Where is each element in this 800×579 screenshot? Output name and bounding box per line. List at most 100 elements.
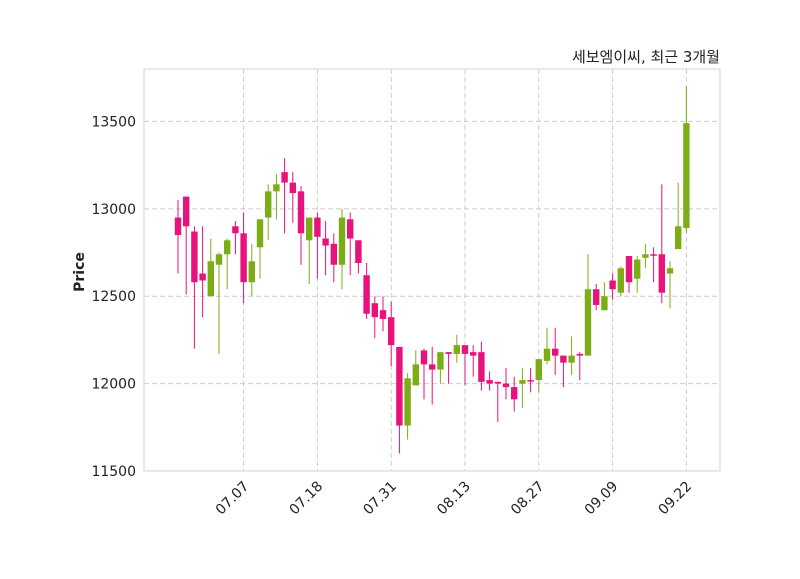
candle-body xyxy=(355,240,362,264)
candle-down xyxy=(609,273,616,300)
candle-body xyxy=(191,231,198,283)
candle-up xyxy=(248,243,255,297)
candle-body xyxy=(584,289,592,356)
candle-body xyxy=(535,359,542,381)
candle-body xyxy=(322,238,329,246)
candle-body xyxy=(388,317,395,346)
candle-body xyxy=(183,196,190,227)
candle-down xyxy=(191,226,198,349)
candle-up xyxy=(568,336,575,375)
candle-body xyxy=(338,217,346,265)
candle-body xyxy=(371,303,378,318)
candle-body xyxy=(265,191,272,218)
candle-down xyxy=(625,256,633,293)
y-axis-label: Price xyxy=(72,252,88,292)
candle-body xyxy=(601,296,608,311)
candle-up xyxy=(601,282,608,311)
x-tick-label: 07.18 xyxy=(287,479,327,519)
candle-body xyxy=(478,352,485,382)
candle-down xyxy=(560,355,567,388)
candle-body xyxy=(289,182,296,194)
candle-body xyxy=(281,172,288,183)
candle-up xyxy=(535,359,542,393)
candle-down xyxy=(511,376,518,412)
candle-down xyxy=(470,345,477,377)
x-tick-label: 09.22 xyxy=(656,479,696,519)
candle-body xyxy=(256,219,264,248)
candle-down xyxy=(527,367,534,393)
candle-up xyxy=(338,208,346,290)
candle-body xyxy=(658,254,665,293)
candle-up xyxy=(404,373,411,440)
candle-down xyxy=(174,200,182,274)
candle-body xyxy=(470,352,477,356)
candle-body xyxy=(314,217,321,237)
candle-body xyxy=(519,380,526,384)
candle-down xyxy=(396,346,403,454)
candle-body xyxy=(568,355,575,363)
candle-down xyxy=(330,233,337,283)
candle-down xyxy=(314,212,321,279)
candle-body xyxy=(666,268,674,274)
candle-down xyxy=(363,263,370,319)
candle-down xyxy=(650,247,657,283)
candle-body xyxy=(232,226,239,234)
candle-body xyxy=(347,219,354,239)
plot-frame xyxy=(143,68,721,472)
candle-down xyxy=(232,221,239,255)
candle-up xyxy=(306,217,313,284)
candle-body xyxy=(412,364,419,386)
candle-down xyxy=(502,367,510,400)
candle-body xyxy=(379,310,387,319)
candle-down xyxy=(494,381,501,423)
candle-up xyxy=(675,182,682,250)
candle-down xyxy=(388,301,395,367)
candle-down xyxy=(199,226,206,318)
candle-down xyxy=(355,240,362,274)
candles xyxy=(174,86,690,454)
candle-up xyxy=(207,238,214,297)
x-tick-label: 07.31 xyxy=(360,479,400,519)
candle-body xyxy=(420,350,428,365)
x-tick-label: 07.07 xyxy=(213,479,253,519)
candle-down xyxy=(445,352,452,384)
candle-body xyxy=(494,381,501,384)
candle-up xyxy=(666,261,674,309)
candle-up xyxy=(519,367,526,409)
candle-down xyxy=(297,186,305,265)
candle-body xyxy=(486,380,493,384)
candle-up xyxy=(437,352,444,384)
y-tick-label: 11500 xyxy=(91,464,136,480)
candle-down xyxy=(576,352,583,381)
candle-up xyxy=(256,219,264,279)
y-tick-label: 13500 xyxy=(91,114,136,130)
x-tick-label: 09.09 xyxy=(582,479,622,519)
candle-body xyxy=(576,353,583,356)
candle-body xyxy=(174,217,182,236)
candle-body xyxy=(511,387,518,400)
candle-down xyxy=(461,345,469,386)
candle-down xyxy=(347,212,354,276)
x-axis-ticks: 07.07 07.18 07.31 08.13 08.27 09.09 09.22 xyxy=(213,479,695,519)
candle-body xyxy=(675,226,682,250)
candle-up xyxy=(584,254,592,356)
candle-body xyxy=(330,243,337,265)
candle-up xyxy=(265,184,272,241)
candle-down xyxy=(478,341,485,391)
x-tick-label: 08.27 xyxy=(508,479,548,519)
candle-down xyxy=(552,327,559,375)
candle-body xyxy=(273,184,280,192)
grid xyxy=(144,69,720,472)
candle-body xyxy=(306,217,313,241)
candle-body xyxy=(593,289,600,305)
candle-down xyxy=(658,184,665,304)
candle-down xyxy=(281,158,288,234)
candle-body xyxy=(215,254,223,265)
candle-up xyxy=(224,238,231,290)
candle-up xyxy=(273,173,280,220)
y-axis-ticks: 11500 12000 12500 13000 13500 xyxy=(91,114,136,480)
y-tick-label: 13000 xyxy=(91,202,136,218)
chart-title: 세보엠이씨, 최근 3개월 xyxy=(572,48,720,66)
candle-body xyxy=(527,380,534,382)
